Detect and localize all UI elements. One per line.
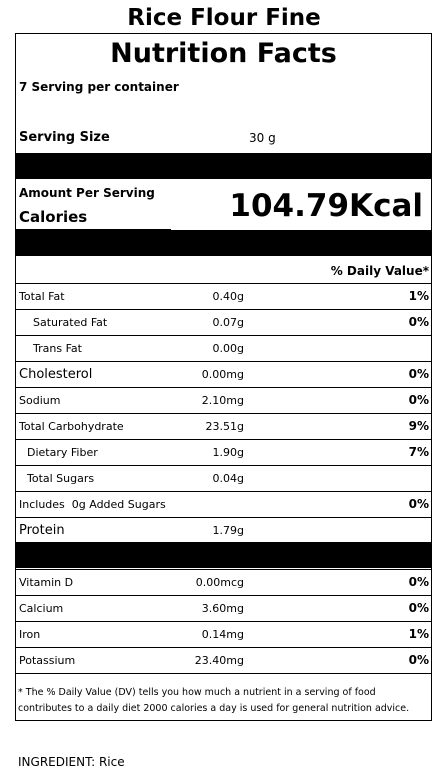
nutrient-amount: 2.10mg <box>201 394 244 407</box>
nutrient-name: Protein <box>19 523 65 538</box>
nutrient-name: Trans Fat <box>33 342 82 355</box>
calories-underline <box>16 229 171 230</box>
vitamin-dv: 0% <box>408 575 429 589</box>
servings-per-container: 7 Serving per container <box>19 80 179 94</box>
nutrient-row-trans-fat: Trans Fat 0.00g <box>16 335 431 361</box>
nutrition-facts-title: Nutrition Facts <box>110 38 337 69</box>
vitamin-amount: 23.40mg <box>194 654 244 667</box>
vitamin-dv: 0% <box>408 601 429 615</box>
nutrient-amount: 1.90g <box>212 446 244 459</box>
nutrient-name: Total Carbohydrate <box>19 420 124 433</box>
nutrient-row-added-sugars: Includes 0g Added Sugars 0% <box>16 491 431 517</box>
nutrient-dv: 0% <box>408 393 429 407</box>
nutrient-row-sodium: Sodium 2.10mg 0% <box>16 387 431 413</box>
serving-size-value: 30 g <box>249 131 276 145</box>
nutrient-row-dietary-fiber: Dietary Fiber 1.90g 7% <box>16 439 431 465</box>
nutrient-amount: 1.79g <box>212 524 244 537</box>
ingredients: INGREDIENT: Rice <box>18 755 125 769</box>
vitamin-row-vitamin-d: Vitamin D 0.00mcg 0% <box>16 569 431 595</box>
nutrient-row-protein: Protein 1.79g <box>16 517 431 543</box>
serving-size-label: Serving Size <box>19 130 110 145</box>
footnote-divider <box>16 673 431 674</box>
vitamin-name: Calcium <box>19 602 64 615</box>
nutrient-dv: 7% <box>408 445 429 459</box>
daily-value-header: % Daily Value* <box>330 264 429 278</box>
product-title: Rice Flour Fine <box>127 5 321 31</box>
vitamin-dv: 0% <box>408 653 429 667</box>
nutrient-dv: 9% <box>408 419 429 433</box>
nutrient-dv: 1% <box>408 289 429 303</box>
vitamin-name: Vitamin D <box>19 576 74 589</box>
vitamin-amount: 0.00mcg <box>195 576 244 589</box>
vitamin-amount: 0.14mg <box>201 628 244 641</box>
nutrient-name: Saturated Fat <box>33 316 108 329</box>
thick-divider <box>16 153 431 179</box>
nutrient-name: Includes 0g Added Sugars <box>19 498 166 511</box>
nutrient-amount: 0.40g <box>212 290 244 303</box>
nutrient-name: Total Sugars <box>27 472 95 485</box>
nutrient-amount: 0.04g <box>212 472 244 485</box>
calories-value: 104.79Kcal <box>229 188 423 224</box>
vitamin-row-iron: Iron 0.14mg 1% <box>16 621 431 647</box>
calories-label: Calories <box>19 208 88 226</box>
nutrient-row-total-fat: Total Fat 0.40g 1% <box>16 283 431 309</box>
nutrient-name: Sodium <box>19 394 61 407</box>
daily-value-footnote: * The % Daily Value (DV) tells you how m… <box>18 687 410 714</box>
nutrient-amount: 0.00mg <box>201 368 244 381</box>
vitamin-row-potassium: Potassium 23.40mg 0% <box>16 647 431 673</box>
vitamin-name: Iron <box>19 628 41 641</box>
nutrient-amount: 0.00g <box>212 342 244 355</box>
vitamin-amount: 3.60mg <box>201 602 244 615</box>
nutrient-dv: 0% <box>408 497 429 511</box>
amount-per-serving: Amount Per Serving <box>19 186 155 200</box>
nutrient-amount: 0.07g <box>212 316 244 329</box>
nutrient-name: Total Fat <box>19 290 65 303</box>
nutrient-row-total-sugars: Total Sugars 0.04g <box>16 465 431 491</box>
vitamin-row-calcium: Calcium 3.60mg 0% <box>16 595 431 621</box>
nutrient-dv: 0% <box>408 315 429 329</box>
nutrient-amount: 23.51g <box>205 420 244 433</box>
nutrient-row-cholesterol: Cholesterol 0.00mg 0% <box>16 361 431 387</box>
nutrient-row-saturated-fat: Saturated Fat 0.07g 0% <box>16 309 431 335</box>
nutrient-name: Dietary Fiber <box>27 446 98 459</box>
vitamin-dv: 1% <box>408 627 429 641</box>
nutrition-label: Nutrition Facts 7 Serving per container … <box>15 33 432 721</box>
thick-divider <box>16 230 431 256</box>
thick-divider <box>16 542 431 568</box>
vitamin-name: Potassium <box>19 654 76 667</box>
nutrient-row-total-carbohydrate: Total Carbohydrate 23.51g 9% <box>16 413 431 439</box>
nutrient-name: Cholesterol <box>19 367 93 382</box>
nutrient-dv: 0% <box>408 367 429 381</box>
